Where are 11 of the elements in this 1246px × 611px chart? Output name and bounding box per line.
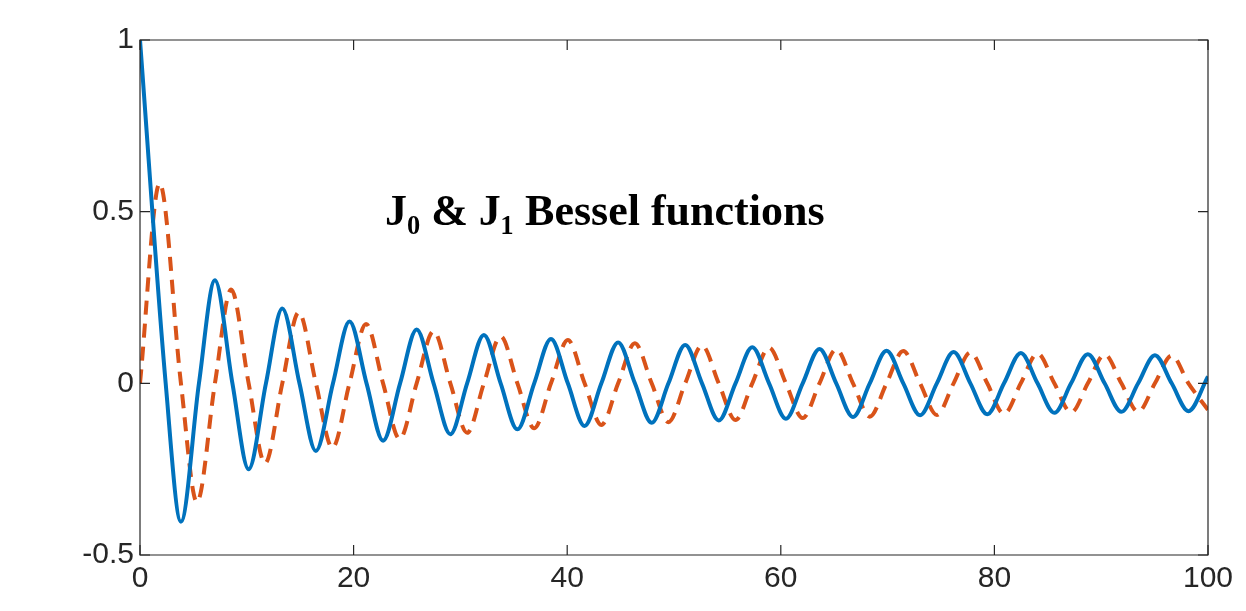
x-tick-label: 100	[1182, 560, 1234, 594]
text: J₀ & J₁ Bessel functions	[385, 185, 825, 236]
x-tick-label: 20	[336, 560, 371, 594]
x-tick-label: 40	[550, 560, 584, 594]
line-series	[140, 40, 1208, 524]
y-tick-label: -0.5	[82, 536, 134, 570]
y-tick-label: 0.5	[92, 192, 134, 226]
y-tick-label: 0	[117, 364, 134, 398]
x-tick-label: 80	[977, 560, 1012, 594]
y-tick-label: 1	[117, 21, 134, 55]
x-tick-label: 60	[764, 560, 798, 594]
